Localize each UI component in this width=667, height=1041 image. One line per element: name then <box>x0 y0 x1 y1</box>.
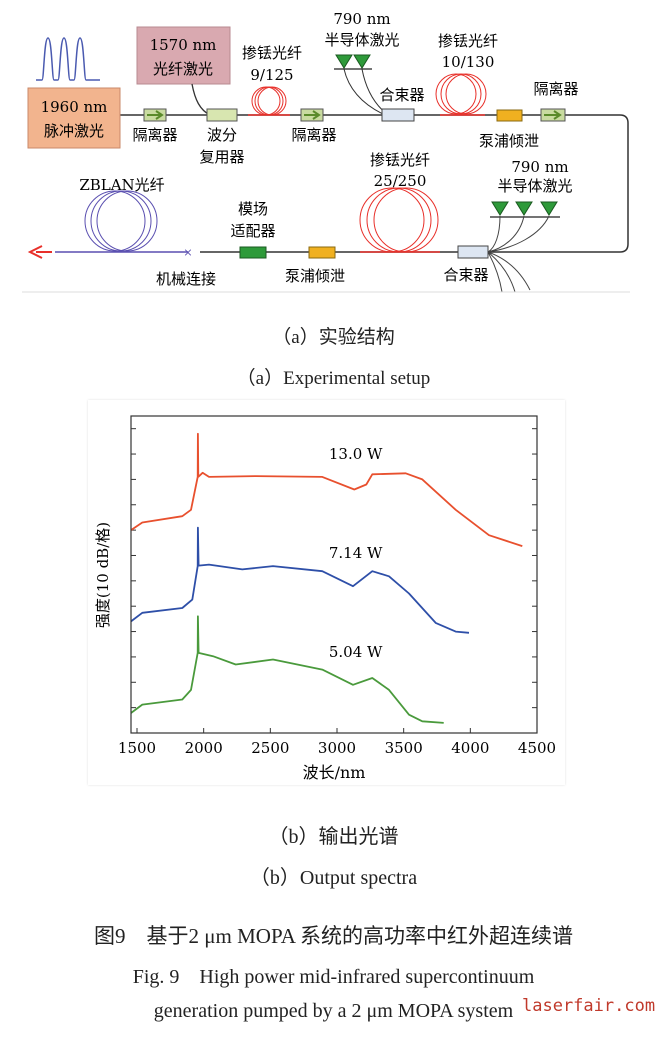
doped-fiber-coil-icon <box>359 187 439 253</box>
series-line <box>130 432 523 547</box>
diode-top-label: 半导体激光 <box>324 31 399 49</box>
seed-laser-label: 脉冲激光 <box>44 122 104 140</box>
x-tick-label: 1500 <box>118 739 156 757</box>
x-tick-label: 4000 <box>451 739 489 757</box>
isolator-label: 隔离器 <box>132 126 177 144</box>
watermark: laserfair.com <box>522 996 656 1016</box>
x-tick-label: 3500 <box>385 739 423 757</box>
series-lines: 13.0 W 7.14 W 5.04 W <box>130 432 523 724</box>
series-label: 13.0 W <box>329 445 383 463</box>
x-tick-label: 4500 <box>518 739 556 757</box>
pump-dump-icon <box>496 109 523 122</box>
experimental-setup-diagram: 1960 nm 脉冲激光 1570 nm 光纤激光 隔离器 波分 复用器 掺铥光… <box>22 10 630 293</box>
output-arrow-icon <box>27 245 52 259</box>
wdm-label: 波分 <box>207 126 237 144</box>
x-tick-label: 2000 <box>185 739 223 757</box>
isolator-icon <box>143 108 167 122</box>
pump-dump-label: 泵浦倾泄 <box>285 267 345 285</box>
diode-top-label: 790 nm <box>333 10 390 28</box>
zblan-fiber-coil-icon <box>84 190 158 252</box>
mechanical-splice-icon: × <box>183 246 192 259</box>
series-line <box>130 526 470 634</box>
y-ticks <box>131 428 537 709</box>
series-line <box>130 615 444 724</box>
signal-laser-box <box>136 26 231 85</box>
tdf1-label: 掺铥光纤 <box>242 44 302 62</box>
figure-title-en-1: Fig. 9 High power mid-infrared supercont… <box>132 966 535 988</box>
zblan-label: ZBLAN光纤 <box>79 176 164 194</box>
mech-splice-label: 机械连接 <box>156 270 216 288</box>
signal-laser-label: 光纤激光 <box>153 60 213 78</box>
isolator-icon <box>540 108 566 122</box>
tdf2-label: 掺铥光纤 <box>438 32 498 50</box>
fiber-top <box>120 114 629 253</box>
seed-laser-box <box>27 87 121 149</box>
diode-bottom-label: 半导体激光 <box>497 177 572 195</box>
pump-dump-label: 泵浦倾泄 <box>479 132 539 150</box>
diode-bottom-label: 790 nm <box>511 158 568 176</box>
x-axis-label: 波长/nm <box>303 763 366 782</box>
caption-b-cn: （b）输出光谱 <box>268 826 399 848</box>
mode-adapter-label: 适配器 <box>230 222 275 240</box>
wdm-icon <box>206 108 238 122</box>
y-axis-label: 强度(10 dB/格) <box>94 522 112 628</box>
combiner-icon <box>381 108 415 122</box>
pump-dump-icon <box>308 246 336 259</box>
tdf2-label: 10/130 <box>442 53 495 71</box>
doped-fiber-coil-icon <box>251 86 287 116</box>
isolator-label: 隔离器 <box>291 126 336 144</box>
pulse-train-icon <box>36 37 100 81</box>
laser-diode-icon <box>334 54 389 116</box>
series-label: 5.04 W <box>329 643 383 661</box>
laser-diode-icon <box>487 201 560 293</box>
output-spectra-chart: 1500 2000 2500 3000 3500 4000 4500 13.0 W 7.14 … <box>88 400 565 785</box>
signal-laser-label: 1570 nm <box>150 36 217 54</box>
plot-frame <box>130 415 538 734</box>
seed-laser-label: 1960 nm <box>41 98 108 116</box>
isolator-label: 隔离器 <box>533 80 578 98</box>
figure-title-cn: 图9 基于2 μm MOPA 系统的高功率中红外超连续谱 <box>94 924 573 948</box>
doped-fiber-coil-icon <box>435 73 487 115</box>
combiner-icon <box>457 245 489 259</box>
x-tick-label: 2500 <box>251 739 289 757</box>
tdf3-label: 25/250 <box>374 172 427 190</box>
x-ticks: 1500 2000 2500 3000 3500 4000 4500 <box>118 728 556 757</box>
series-label: 7.14 W <box>329 544 383 562</box>
mode-field-adapter-icon <box>239 246 267 259</box>
isolator-icon <box>300 108 324 122</box>
caption-a-cn: （a）实验结构 <box>272 327 395 348</box>
mode-adapter-label: 模场 <box>238 200 268 218</box>
tdf3-label: 掺铥光纤 <box>370 151 430 169</box>
x-tick-label: 3000 <box>318 739 356 757</box>
tdf1-label: 9/125 <box>250 66 293 84</box>
wdm-label: 复用器 <box>199 148 244 166</box>
caption-a-en: （a）Experimental setup <box>236 368 431 389</box>
combiner-label: 合束器 <box>443 266 488 284</box>
combiner-label: 合束器 <box>379 86 424 104</box>
caption-b-en: （b）Output spectra <box>249 867 418 889</box>
figure-title-en-2: generation pumped by a 2 μm MOPA system <box>153 1000 514 1022</box>
